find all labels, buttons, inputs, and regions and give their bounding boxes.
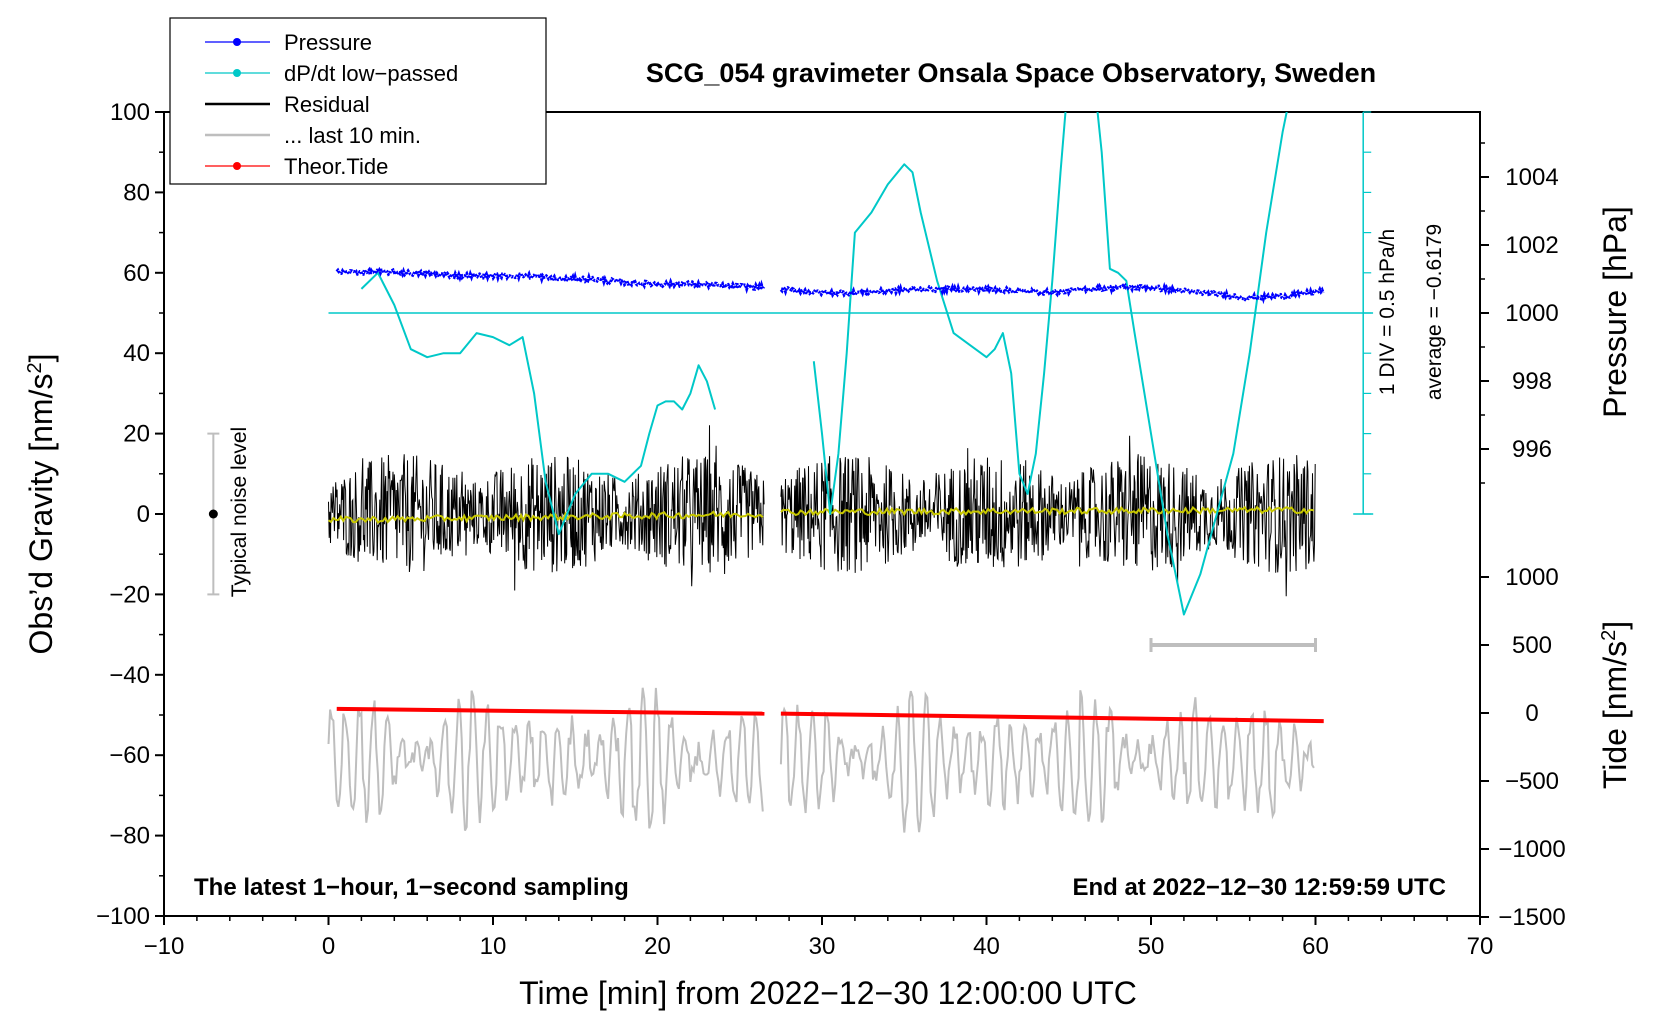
series-dpdt-line <box>360 271 717 536</box>
tide-tick-label: 0 <box>1525 700 1538 727</box>
series-tide-line <box>336 706 765 716</box>
y-tick-label: −60 <box>109 742 150 769</box>
y-axis-label-tide-close: ] <box>1597 621 1633 630</box>
series-pressure-line <box>335 265 766 296</box>
x-tick-label: 50 <box>1138 933 1165 960</box>
x-tick-label: 70 <box>1467 933 1494 960</box>
chart-title: SCG_054 gravimeter Onsala Space Observat… <box>646 58 1376 88</box>
x-axis-label: Time [min] from 2022−12−30 12:00:00 UTC <box>519 975 1137 1011</box>
series-residual-line <box>780 435 1316 597</box>
legend-marker <box>233 69 241 77</box>
y-tick-label: 100 <box>110 99 150 126</box>
y-tick-label: −80 <box>109 823 150 850</box>
tide-tick-label: −1000 <box>1498 836 1565 863</box>
x-tick-label: 10 <box>480 933 507 960</box>
legend: Pressure dP/dt low−passed Residual ... last… <box>169 17 547 185</box>
legend-box <box>169 17 547 185</box>
legend-label: Residual <box>284 92 370 117</box>
y-tick-label: 80 <box>123 179 150 206</box>
noise-level-label: Typical noise level <box>228 427 251 597</box>
y-axis-label-tide-text: Tide [nm/s <box>1597 641 1633 789</box>
x-tick-label: 20 <box>644 933 671 960</box>
y-axis-label-tide-sup: 2 <box>1598 630 1620 641</box>
chart-labels: SCG_054 gravimeter Onsala Space Observat… <box>23 58 1633 1011</box>
y-tick-label: 20 <box>123 421 150 448</box>
x-tick-label: 60 <box>1302 933 1329 960</box>
series-last10min-line <box>779 690 1315 833</box>
annotation-end-time: End at 2022−12−30 12:59:59 UTC <box>1072 874 1446 901</box>
series-last10min-line <box>327 687 764 832</box>
y-tick-label: 0 <box>137 501 150 528</box>
x-tick-label: 30 <box>809 933 836 960</box>
tide-tick-label: −1500 <box>1498 904 1565 931</box>
pressure-tick-label: 1002 <box>1505 232 1558 259</box>
legend-label: Pressure <box>284 30 372 55</box>
series-residual-line <box>328 425 765 591</box>
dpdt-scale-label: 1 DIV = 0.5 hPa/h <box>1376 229 1399 395</box>
series-tide-line <box>780 711 1324 724</box>
pressure-tick-label: 998 <box>1512 368 1552 395</box>
series-residual-mean-line <box>780 505 1315 517</box>
tide-tick-label: 500 <box>1512 632 1552 659</box>
series-residual-mean-line <box>327 510 764 524</box>
y-tick-label: 40 <box>123 340 150 367</box>
y-axis-label-tide: Tide [nm/s2] <box>1597 621 1633 789</box>
y-tick-label: −100 <box>96 903 150 930</box>
plot-clipped <box>327 112 1325 833</box>
pressure-tick-label: 996 <box>1512 436 1552 463</box>
legend-label: dP/dt low−passed <box>284 61 458 86</box>
legend-marker <box>233 162 241 170</box>
dpdt-average-label: average = −0.6179 <box>1423 224 1446 400</box>
y-axis-label-pressure: Pressure [hPa] <box>1597 206 1633 418</box>
series-dpdt-line <box>812 112 1288 616</box>
pressure-tick-label: 1004 <box>1505 164 1558 191</box>
y-tick-label: 60 <box>123 260 150 287</box>
y-tick-label: −20 <box>109 581 150 608</box>
legend-marker <box>233 38 241 46</box>
y-axis-label-gravity-close: ] <box>23 354 59 363</box>
noise-bar-center <box>208 509 218 519</box>
x-tick-label: 40 <box>973 933 1000 960</box>
x-tick-label: −10 <box>144 933 185 960</box>
pressure-tick-label: 1000 <box>1505 300 1558 327</box>
tide-tick-label: 1000 <box>1505 564 1558 591</box>
y-axis-label-gravity-text: Obs’d Gravity [nm/s <box>23 374 59 655</box>
annotation-sampling: The latest 1−hour, 1−second sampling <box>194 874 629 901</box>
x-tick-label: 0 <box>322 933 335 960</box>
y-axis-label-gravity-sup: 2 <box>24 362 46 373</box>
series-pressure-line <box>779 280 1325 305</box>
legend-label: ... last 10 min. <box>284 123 421 148</box>
legend-label: Theor.Tide <box>284 154 388 179</box>
y-tick-label: −40 <box>109 662 150 689</box>
tide-tick-label: −500 <box>1505 768 1559 795</box>
y-axis-label-gravity: Obs’d Gravity [nm/s2] <box>23 354 59 655</box>
plot-area: −10 0 10 20 30 40 50 60 70−100−80−60−40−20020406… <box>96 99 1566 960</box>
